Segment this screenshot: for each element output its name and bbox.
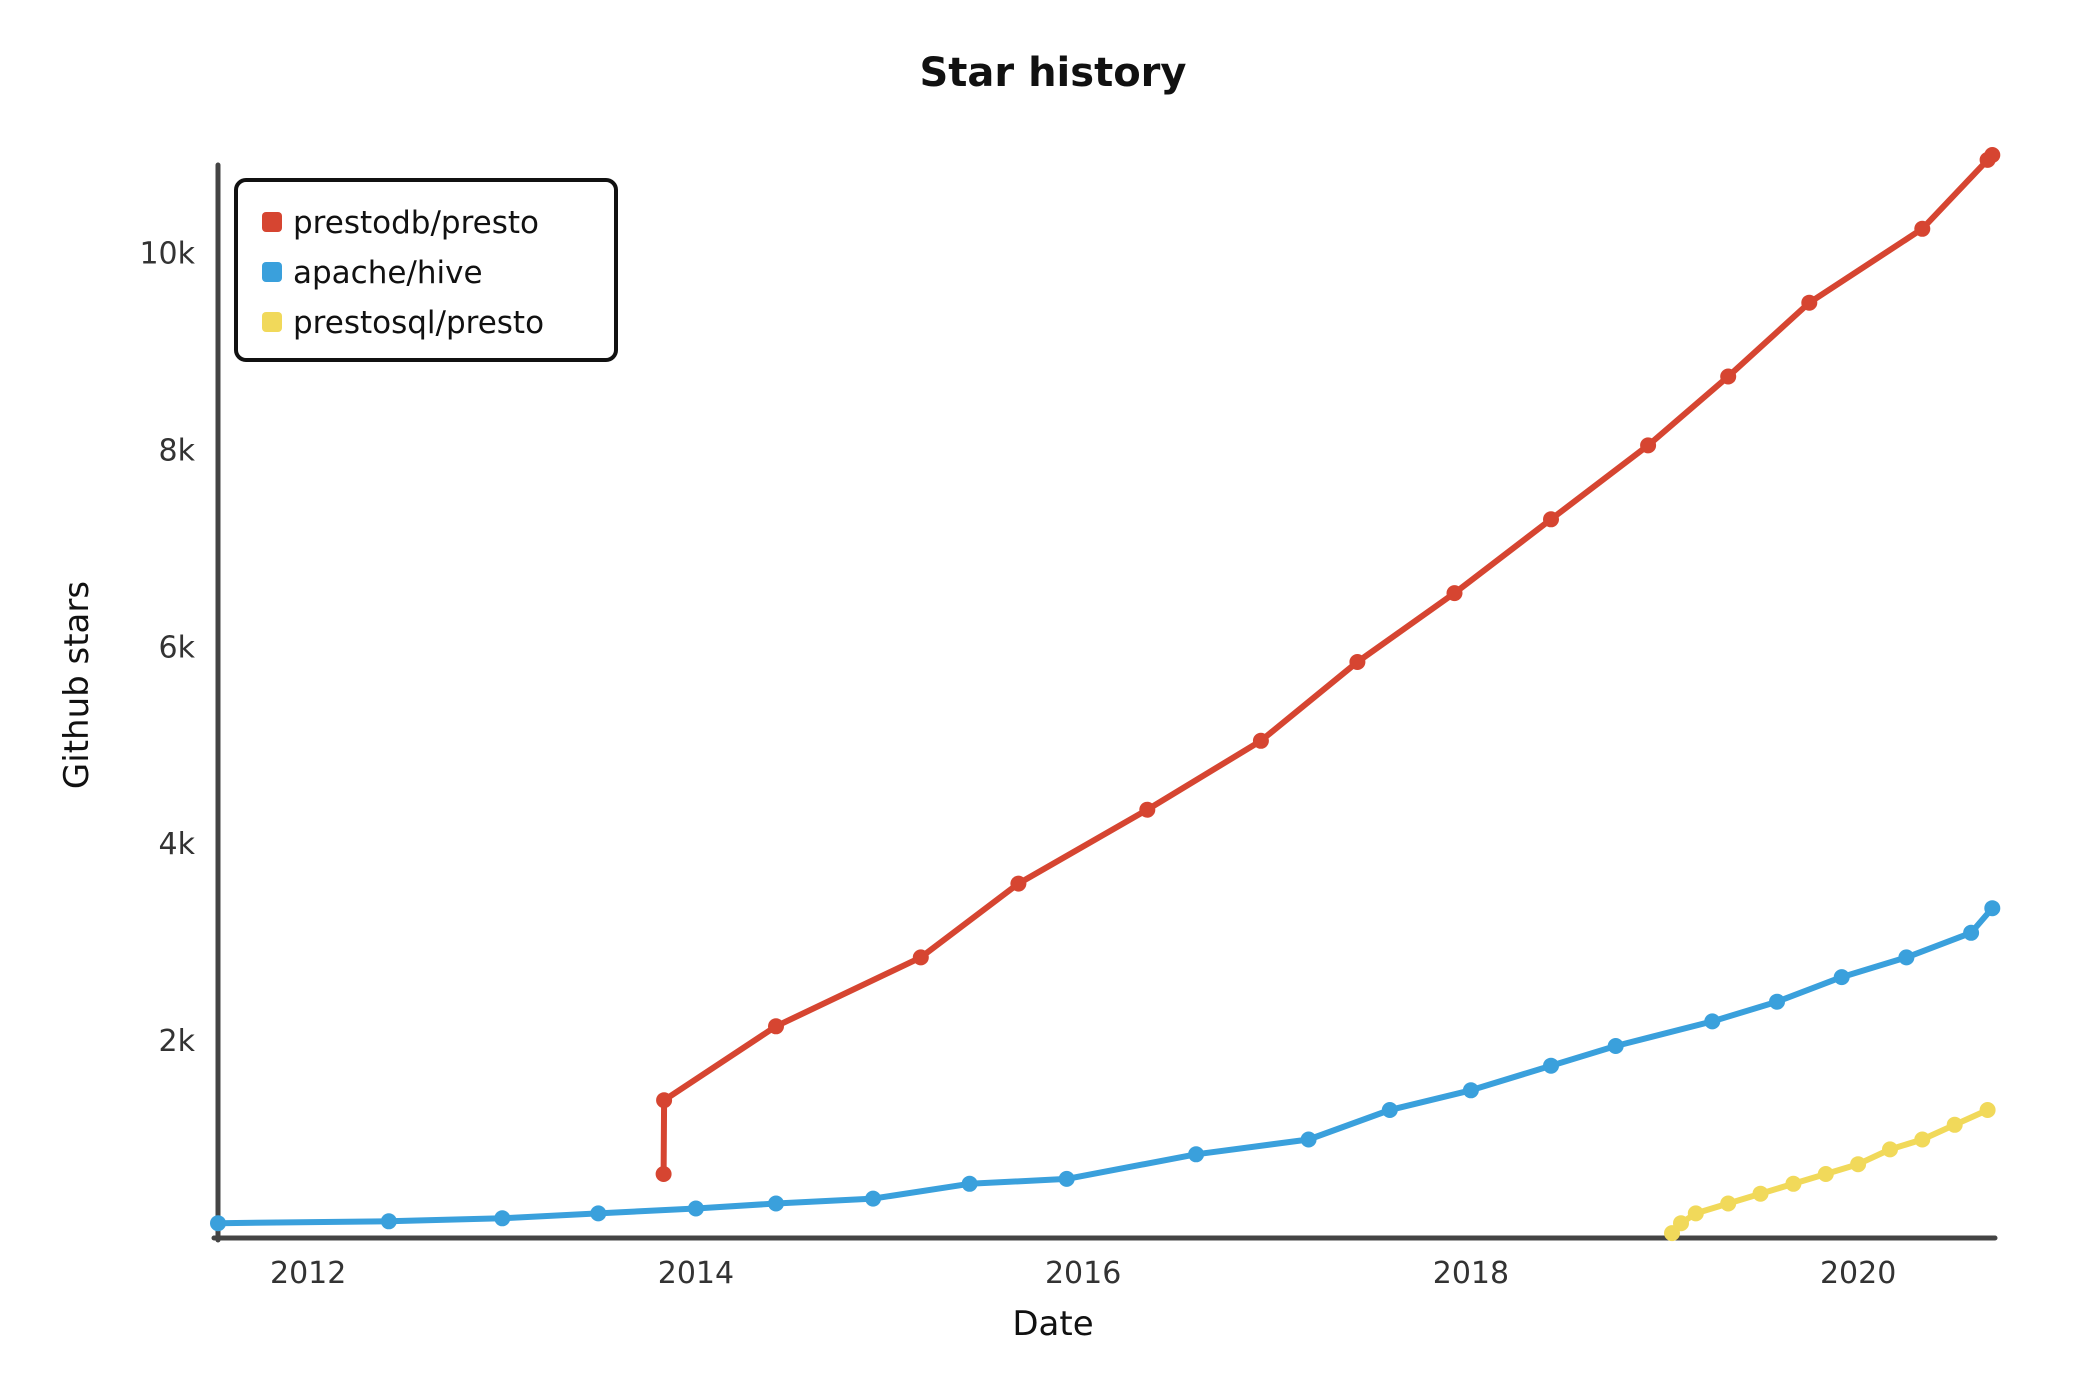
data-point <box>1720 1195 1737 1212</box>
data-point <box>1801 294 1818 311</box>
data-point <box>1188 1146 1205 1163</box>
y-tick-label: 6k <box>159 630 196 665</box>
series-line <box>660 152 1996 1177</box>
series-line <box>215 905 1996 1227</box>
data-point <box>1543 1057 1559 1074</box>
chart-title: Star history <box>920 50 1187 96</box>
data-point <box>1607 1038 1624 1054</box>
legend-label: prestodb/presto <box>293 205 539 241</box>
data-point <box>1462 1082 1479 1099</box>
data-point <box>1687 1205 1704 1222</box>
data-point <box>1963 924 1980 941</box>
y-tick-label: 8k <box>159 433 196 468</box>
data-point <box>1914 220 1931 237</box>
data-point <box>1817 1166 1834 1182</box>
x-axis-label: Date <box>1012 1304 1093 1344</box>
data-point <box>590 1205 607 1222</box>
data-point <box>1446 585 1463 602</box>
data-point <box>1640 437 1657 454</box>
data-point <box>494 1210 511 1227</box>
data-point <box>1984 900 2001 917</box>
legend-swatch <box>262 312 282 332</box>
data-point <box>1673 1215 1689 1232</box>
data-point <box>1785 1175 1802 1192</box>
data-point <box>961 1175 978 1192</box>
x-tick-label: 2016 <box>1045 1256 1121 1291</box>
legend-label: apache/hive <box>293 255 483 291</box>
data-point <box>655 1166 672 1182</box>
data-point <box>1139 801 1156 818</box>
legend-box <box>234 178 618 362</box>
y-tick-label: 2k <box>159 1024 196 1059</box>
x-tick-label: 2020 <box>1820 1256 1896 1291</box>
data-point <box>1300 1131 1317 1148</box>
data-point <box>687 1200 704 1217</box>
data-point <box>1543 511 1559 528</box>
y-axis-label: Github stars <box>57 581 97 789</box>
data-point <box>1720 368 1737 385</box>
y-tick-label: 4k <box>159 827 196 862</box>
data-point <box>768 1195 784 1212</box>
data-point <box>1769 993 1785 1010</box>
data-point <box>1381 1102 1398 1118</box>
x-tick-label: 2018 <box>1433 1256 1509 1291</box>
legend-label: prestosql/presto <box>293 305 544 341</box>
x-tick-label: 2012 <box>270 1256 346 1291</box>
data-point <box>912 949 929 966</box>
data-point <box>1833 969 1850 986</box>
series-layer <box>210 147 2001 1242</box>
data-point <box>1979 1102 1996 1118</box>
data-point <box>1010 875 1027 892</box>
data-point <box>865 1190 882 1207</box>
legend-swatch <box>262 212 282 232</box>
legend: prestodb/presto apache/hive prestosql/pres… <box>234 178 618 362</box>
data-point <box>1850 1156 1867 1173</box>
data-point <box>210 1215 226 1232</box>
data-point <box>1058 1170 1075 1187</box>
data-point <box>1252 732 1269 749</box>
data-point <box>768 1018 784 1035</box>
data-point <box>1882 1141 1898 1158</box>
data-point <box>380 1213 397 1230</box>
data-point <box>1914 1131 1931 1148</box>
data-point <box>1704 1013 1721 1030</box>
x-tick-label: 2014 <box>658 1256 734 1291</box>
data-point <box>1898 949 1915 966</box>
y-tick-label: 10k <box>139 236 195 271</box>
axes: 2012 2014 2016 2018 2020 2k 4k 6k 8k 10k <box>139 162 1998 1291</box>
data-point <box>1946 1116 1963 1133</box>
data-point <box>1984 147 2001 163</box>
data-point <box>656 1092 673 1109</box>
data-point <box>1349 654 1366 670</box>
data-point <box>1752 1185 1769 1202</box>
legend-swatch <box>262 262 282 282</box>
